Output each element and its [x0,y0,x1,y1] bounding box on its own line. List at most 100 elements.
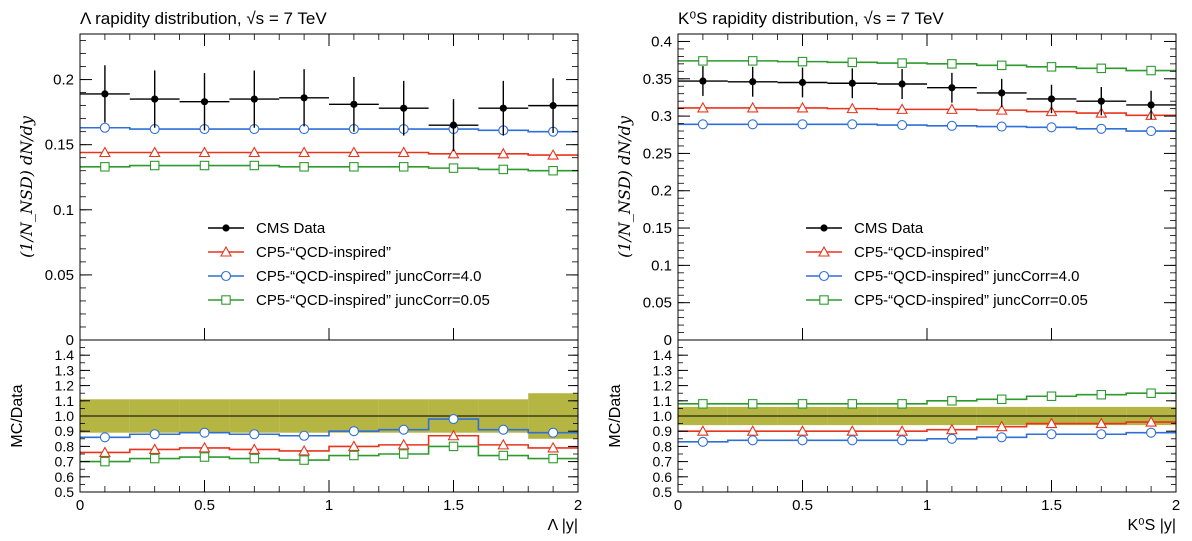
series-1-marker [995,103,1008,115]
ratio-2-marker [199,427,210,438]
x-tick-label: 1 [923,497,931,514]
ratio-2-marker [1096,429,1107,440]
y-axis-label: (1/N_NSD) dN/dy [615,115,634,258]
ratio-1-marker [1145,415,1158,427]
series-3-marker [349,162,359,172]
legend-label: CP5-“QCD-inspired” juncCorr=4.0 [854,268,1079,285]
x-tick-label: 0 [76,497,84,514]
ratio-y-tick-label: 1.0 [55,408,75,424]
series-3-marker [249,160,260,171]
ratio-3-marker [797,399,808,409]
chart-panel-2: 00.050.10.150.20.250.30.350.40.50.60.70.… [607,9,1180,534]
series-3-marker [448,163,459,173]
ratio-2-marker [548,427,559,438]
series-3-marker [947,59,957,69]
legend-label: CMS Data [854,220,924,237]
y-tick-label: 0.1 [651,257,672,274]
ratio-2-marker [348,426,359,437]
ratio-y-tick-label: 1.2 [653,378,673,394]
ratio-1-marker [497,438,510,450]
ratio-2-marker [99,432,110,443]
y-tick-label: 0 [66,332,74,349]
ratio-1-marker [846,425,859,436]
legend-label: CP5-“QCD-inspired” juncCorr=4.0 [256,268,481,285]
ratio-2-marker [249,429,260,440]
series-1-marker [198,146,211,158]
series-1-marker [547,148,560,160]
ratio-3-marker [897,399,907,409]
series-line-2 [678,123,1176,132]
data-point [151,95,159,103]
x-tick-label: 0.5 [792,497,813,514]
ratio-line-1 [80,434,578,454]
data-point [998,89,1006,97]
ratio-3-marker [698,399,708,409]
ratio-y-tick-label: 0.8 [55,438,75,454]
data-point [848,79,856,87]
ratio-1-marker [148,443,161,454]
ratio-3-marker [398,449,409,459]
x-tick-label: 1 [325,497,333,514]
legend-marker [220,245,232,257]
data-point [1047,95,1056,103]
legend-marker [820,224,828,232]
x-tick-label: 2 [1172,497,1180,514]
series-1-marker [447,147,460,159]
ratio-axis-label: MC/Data [9,384,26,447]
ratio-1-marker [796,425,809,436]
series-2-marker [1046,122,1057,133]
series-2-marker [697,119,708,130]
ratio-y-tick-label: 1.3 [653,362,673,378]
legend-label: CP5-“QCD-inspired” [854,244,989,261]
ratio-2-marker [946,433,957,444]
legend-marker [221,295,231,305]
ratio-y-tick-label: 0.9 [55,423,75,439]
ratio-3-marker [1146,388,1156,398]
y-tick-label: 0.15 [45,137,74,154]
ratio-3-marker [1046,391,1057,401]
x-tick-label: 1.5 [443,497,464,514]
legend-marker [818,245,830,257]
ratio-y-tick-label: 1.0 [653,408,673,424]
data-point [1147,101,1155,109]
y-tick-label: 0.15 [643,220,672,237]
series-2-marker [897,120,908,131]
series-3-marker [100,162,110,172]
series-3-marker [548,165,558,176]
ratio-y-tick-label: 0.7 [653,454,673,470]
ratio-y-tick-label: 0.5 [653,484,673,500]
data-point [400,104,408,112]
y-tick-label: 0.3 [651,108,672,125]
data-point [948,84,956,92]
ratio-3-marker [847,399,858,409]
series-1-marker [298,146,311,158]
data-point [200,98,209,106]
ratio-3-marker [1096,389,1107,400]
y-tick-label: 0.05 [45,267,74,284]
y-tick-label: 0.1 [53,202,74,219]
series-1-marker [397,146,410,158]
ratio-y-tick-label: 1.4 [653,347,673,363]
ratio-y-tick-label: 0.6 [55,469,75,485]
ratio-1-marker [1045,417,1058,429]
series-1-marker [148,146,161,158]
x-tick-label: 0.5 [194,497,215,514]
chart-title: K⁰S rapidity distribution, √s = 7 TeV [678,9,944,28]
y-tick-label: 0.35 [643,71,672,88]
series-1-marker [945,103,958,114]
ratio-y-tick-label: 0.9 [653,423,673,439]
series-3-marker [199,160,210,171]
ratio-y-tick-label: 1.1 [55,393,75,409]
legend-label: CP5-“QCD-inspired” juncCorr=0.05 [256,292,490,309]
series-3-marker [847,57,858,68]
ratio-y-tick-label: 0.6 [653,469,673,485]
ratio-y-tick-label: 0.7 [55,454,75,470]
ratio-1-marker [347,440,360,451]
series-3-marker [299,162,309,172]
series-2-marker [797,119,808,130]
ratio-3-marker [299,455,309,465]
series-3-marker [398,162,409,172]
series-1-marker [896,103,909,114]
ratio-1-marker [248,443,261,454]
legend-marker [220,270,232,282]
